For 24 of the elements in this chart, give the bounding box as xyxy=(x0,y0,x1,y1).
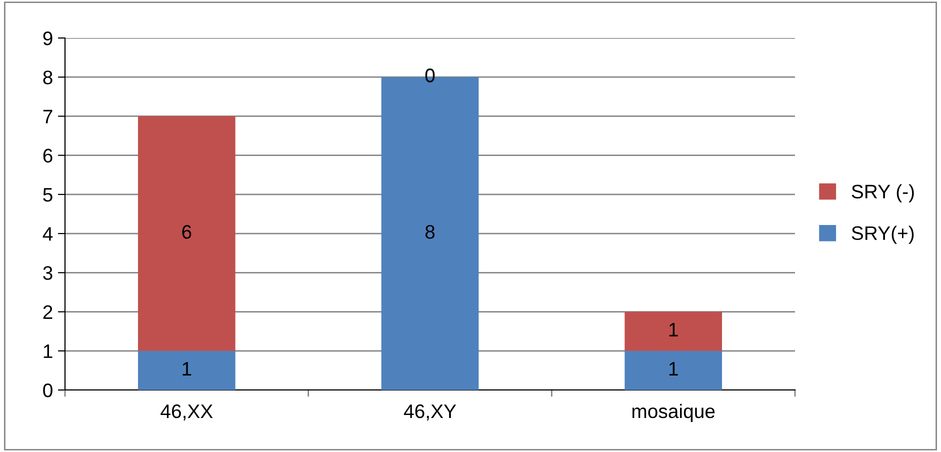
bar xyxy=(138,116,236,351)
y-tick-label: 3 xyxy=(43,266,52,280)
data-label: 1 xyxy=(182,362,192,376)
data-label: 1 xyxy=(669,322,678,336)
x-tick-label: 46,XY xyxy=(404,404,456,420)
data-label: 8 xyxy=(425,225,435,239)
y-tick-label: 7 xyxy=(43,110,52,124)
y-tick-label: 5 xyxy=(43,188,52,202)
y-tick-label: 0 xyxy=(43,383,52,398)
data-label: 1 xyxy=(669,362,678,376)
legend-label: SRY(+) xyxy=(852,226,914,244)
y-tick-label: 6 xyxy=(43,148,52,163)
bar xyxy=(624,350,722,390)
y-tick-label: 1 xyxy=(44,344,52,358)
bar xyxy=(138,350,236,390)
x-tick-label: 46,XX xyxy=(160,404,213,420)
y-tick-label: 4 xyxy=(42,227,53,241)
bar xyxy=(624,312,722,351)
y-tick-label: 8 xyxy=(43,70,52,84)
data-label: 6 xyxy=(182,225,192,239)
y-tick-label: 2 xyxy=(43,305,52,319)
y-tick-label: 9 xyxy=(43,31,52,46)
x-tick-label: mosaique xyxy=(632,404,715,422)
legend-label: SRY (-) xyxy=(852,184,914,202)
